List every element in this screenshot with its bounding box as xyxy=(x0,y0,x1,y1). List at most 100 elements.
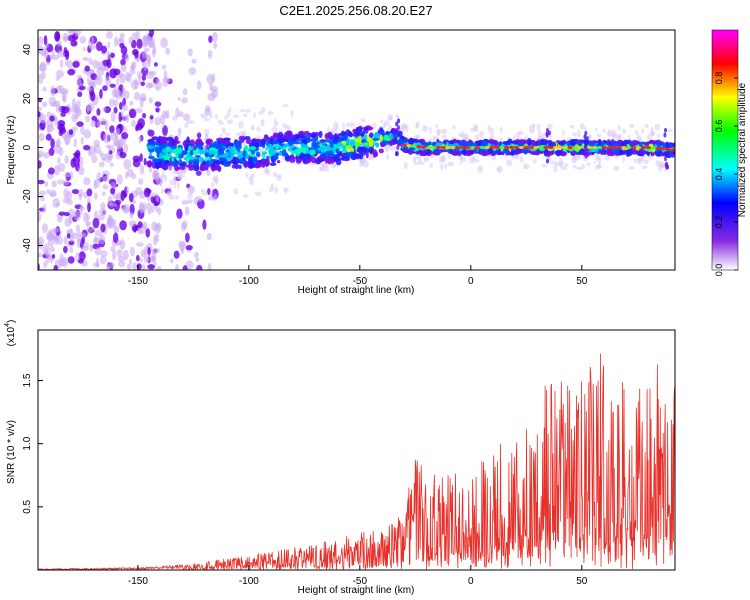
spectrogram-blob xyxy=(204,164,209,171)
spectrogram-blob xyxy=(163,77,171,84)
spectrogram-blob xyxy=(341,156,345,161)
colorbar-ticks: 0.0 0.2 0.4 0.6 0.8 xyxy=(714,72,738,276)
spectrogram-blob xyxy=(409,137,414,145)
spectrogram-blob xyxy=(562,129,565,136)
spectrogram-blob xyxy=(329,153,337,157)
spectrogram-blob xyxy=(186,136,190,144)
spectrogram-blob xyxy=(366,126,374,131)
spectrogram-blob xyxy=(147,246,151,256)
spectrogram-blob xyxy=(38,160,42,169)
snr-x-tick-label: 0 xyxy=(468,576,474,587)
spectrogram-blob xyxy=(607,129,611,136)
spectrogram-blob xyxy=(48,147,55,156)
spectrogram-blob xyxy=(226,143,234,147)
spectrogram-plot-frame xyxy=(37,29,676,271)
spectrogram-blob xyxy=(319,139,326,143)
spectrogram-blob xyxy=(116,77,120,86)
spectrogram-blob xyxy=(86,227,92,234)
spectrogram-blob xyxy=(474,145,481,150)
spectrogram-blob xyxy=(66,60,74,69)
spectrogram-blob xyxy=(90,36,95,45)
spectrogram-blob xyxy=(358,135,362,141)
spectrogram-blob xyxy=(57,157,61,165)
spectrogram-blob xyxy=(129,100,134,106)
spectrogram-blob xyxy=(109,83,116,88)
spectrogram-blob xyxy=(552,145,559,150)
spectrogram-blob xyxy=(102,175,110,182)
spectrogram-blob xyxy=(171,115,178,121)
spectrogram-blob xyxy=(224,132,231,137)
spectrogram-blob xyxy=(492,139,499,147)
spectrogram-blob xyxy=(440,155,447,163)
spectrogram-blob xyxy=(447,155,451,159)
spectrogram-blob xyxy=(109,262,115,269)
spectrogram-blob xyxy=(628,166,635,170)
spectrogram-blob xyxy=(47,239,54,247)
spectrogram-blob xyxy=(162,154,170,161)
spectrogram-blob xyxy=(282,103,289,108)
spectrogram-blob xyxy=(629,124,635,129)
spectrogram-blob xyxy=(68,129,74,136)
spectrogram-blob xyxy=(395,121,399,127)
spectrogram-blob xyxy=(130,173,137,180)
spectrogram-blob xyxy=(324,164,329,173)
spectrogram-blob xyxy=(112,232,119,244)
spectrogram-blob xyxy=(143,157,147,166)
spectrogram-x-tick-label: 50 xyxy=(576,276,588,287)
spectrogram-blob xyxy=(363,146,367,153)
spectrogram-blob xyxy=(64,58,69,67)
spectrogram-blob xyxy=(156,265,162,270)
spectrogram-blob xyxy=(276,176,282,181)
spectrogram-blob xyxy=(258,191,262,197)
spectrogram-blob xyxy=(545,158,549,164)
spectrogram-blob xyxy=(93,235,98,243)
spectrogram-blob xyxy=(242,194,249,199)
spectrogram-blob xyxy=(93,210,99,219)
spectrogram-blob xyxy=(90,119,97,128)
spectrogram-blob xyxy=(638,158,645,162)
spectrogram-blob xyxy=(153,261,157,266)
spectrogram-blob xyxy=(397,125,401,131)
spectrogram-blob xyxy=(379,127,384,132)
spectrogram-blob xyxy=(287,147,293,152)
spectrogram-blob xyxy=(135,242,144,247)
spectrogram-blob xyxy=(371,122,377,129)
spectrogram-blob xyxy=(71,113,78,123)
spectrogram-blob xyxy=(72,61,80,68)
spectrogram-blob xyxy=(326,156,334,164)
spectrogram-blob xyxy=(81,236,85,244)
spectrogram-blob xyxy=(70,40,78,47)
spectrogram-x-tick-label: -150 xyxy=(128,276,148,287)
spectrogram-blob xyxy=(77,91,83,98)
spectrogram-blob xyxy=(414,161,420,166)
spectrogram-blob xyxy=(49,246,56,253)
spectrogram-blob xyxy=(633,158,640,163)
spectrogram-blob xyxy=(154,116,161,126)
spectrogram-blob xyxy=(180,174,186,179)
spectrogram-blob xyxy=(545,132,549,138)
spectrogram-blob xyxy=(557,145,564,150)
spectrogram-blob xyxy=(424,148,432,155)
spectrogram-blob xyxy=(547,123,553,130)
spectrogram-blob xyxy=(186,193,194,199)
spectrogram-blob xyxy=(152,158,160,162)
spectrogram-blob xyxy=(100,202,106,210)
spectrogram-blob xyxy=(208,147,217,152)
spectrogram-blob xyxy=(107,41,111,49)
spectrogram-blob xyxy=(569,138,577,145)
spectrogram-blob xyxy=(232,114,239,118)
spectrogram-blob xyxy=(426,145,432,150)
spectrogram-blob xyxy=(267,110,274,116)
spectrogram-blob xyxy=(355,127,363,132)
spectrogram-blob xyxy=(142,112,147,119)
spectrogram-blob xyxy=(51,180,57,188)
spectrogram-blob xyxy=(271,151,276,156)
spectrogram-blob xyxy=(118,111,122,123)
colorbar-tick-label: 0.2 xyxy=(714,216,724,229)
spectrogram-blob xyxy=(237,153,243,160)
spectrogram-blob xyxy=(247,160,253,165)
spectrogram-blob xyxy=(137,227,143,235)
spectrogram-blob xyxy=(134,51,139,59)
spectrogram-blob xyxy=(38,236,45,247)
spectrogram-blob xyxy=(174,194,180,201)
